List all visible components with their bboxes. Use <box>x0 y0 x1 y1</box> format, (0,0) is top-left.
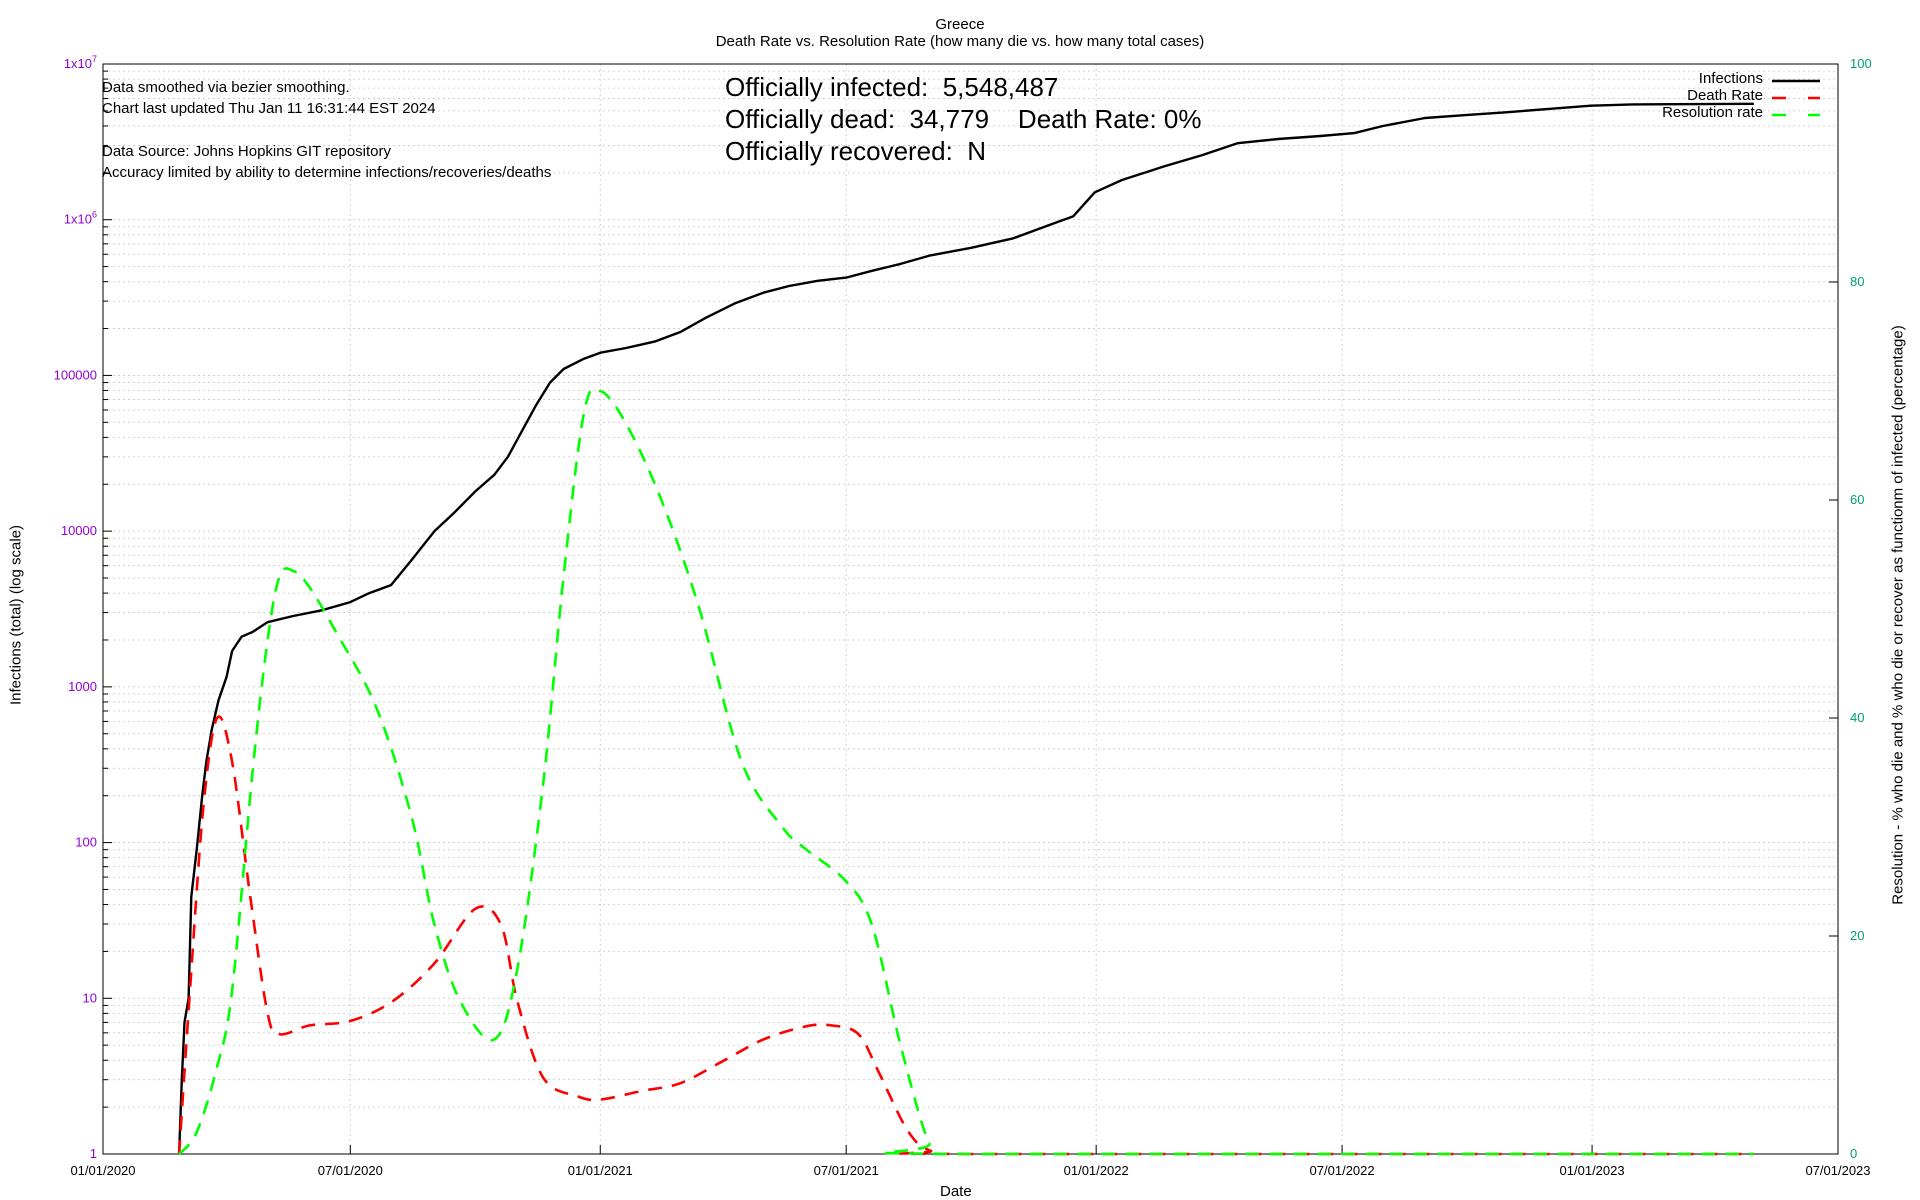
stat-recovered: Officially recovered: N <box>725 136 987 166</box>
x-axis-title: Date <box>940 1183 972 1200</box>
y-right-tick-label: 100 <box>1850 56 1872 71</box>
x-tick-label: 07/01/2021 <box>814 1163 879 1178</box>
y-left-tick-label: 1 <box>90 1146 97 1161</box>
x-tick-label: 01/01/2021 <box>568 1163 633 1178</box>
y-right-tick-label: 60 <box>1850 492 1864 507</box>
stat-infected: Officially infected: 5,548,487 <box>725 72 1059 102</box>
y-left-tick-label: 1000 <box>68 679 97 694</box>
grid <box>103 64 1838 1154</box>
y-right-axis-title: Resolution - % who die and % who die or … <box>1889 325 1907 905</box>
axis-ticks: 1 10 100 1000 10000 100000 1x106 1x107 0 20 40 60 80… <box>54 54 1872 1178</box>
y-left-tick-label: 100000 <box>54 367 97 382</box>
smoothing-note: Data smoothed via bezier smoothing. <box>102 79 350 96</box>
y-left-tick-label: 10 <box>83 990 97 1005</box>
accuracy-note: Accuracy limited by ability to determine… <box>102 164 552 181</box>
y-right-tick-label: 40 <box>1850 710 1864 725</box>
source-note: Data Source: Johns Hopkins GIT repositor… <box>102 143 392 160</box>
legend-label-resolution-rate: Resolution rate <box>1662 104 1763 121</box>
x-tick-label: 07/01/2023 <box>1805 1163 1870 1178</box>
y-left-tick-label: 1x106 <box>64 210 97 227</box>
x-tick-label: 01/01/2020 <box>70 1163 135 1178</box>
legend-label-infections: Infections <box>1698 70 1763 87</box>
series-line-infections <box>177 102 1754 1155</box>
y-right-tick-label: 0 <box>1850 1146 1857 1161</box>
y-right-tick-label: 20 <box>1850 928 1864 943</box>
y-left-axis-title: Infections (total) (log scale) <box>7 524 25 706</box>
chart-subtitle: Death Rate vs. Resolution Rate (how many… <box>715 33 1205 50</box>
x-tick-label: 07/01/2020 <box>318 1163 383 1178</box>
legend <box>1772 79 1820 117</box>
x-tick-label: 01/01/2022 <box>1064 1163 1129 1178</box>
y-left-tick-label: 10000 <box>61 523 97 538</box>
x-tick-label: 07/01/2022 <box>1310 1163 1375 1178</box>
x-tick-label: 01/01/2023 <box>1560 1163 1625 1178</box>
series <box>177 102 1754 1156</box>
series-line-resolution-rate <box>178 387 1754 1156</box>
plot-border <box>102 63 1839 1155</box>
stat-dead: Officially dead: 34,779 Death Rate: 0% <box>725 104 1202 134</box>
y-left-tick-label: 1x107 <box>64 54 97 71</box>
y-left-tick-label: 100 <box>75 835 97 850</box>
legend-label-death-rate: Death Rate <box>1687 87 1763 104</box>
chart-title: Greece <box>935 16 985 33</box>
y-right-tick-label: 80 <box>1850 274 1864 289</box>
series-line-death-rate <box>177 715 1754 1156</box>
updated-note: Chart last updated Thu Jan 11 16:31:44 E… <box>102 100 436 117</box>
